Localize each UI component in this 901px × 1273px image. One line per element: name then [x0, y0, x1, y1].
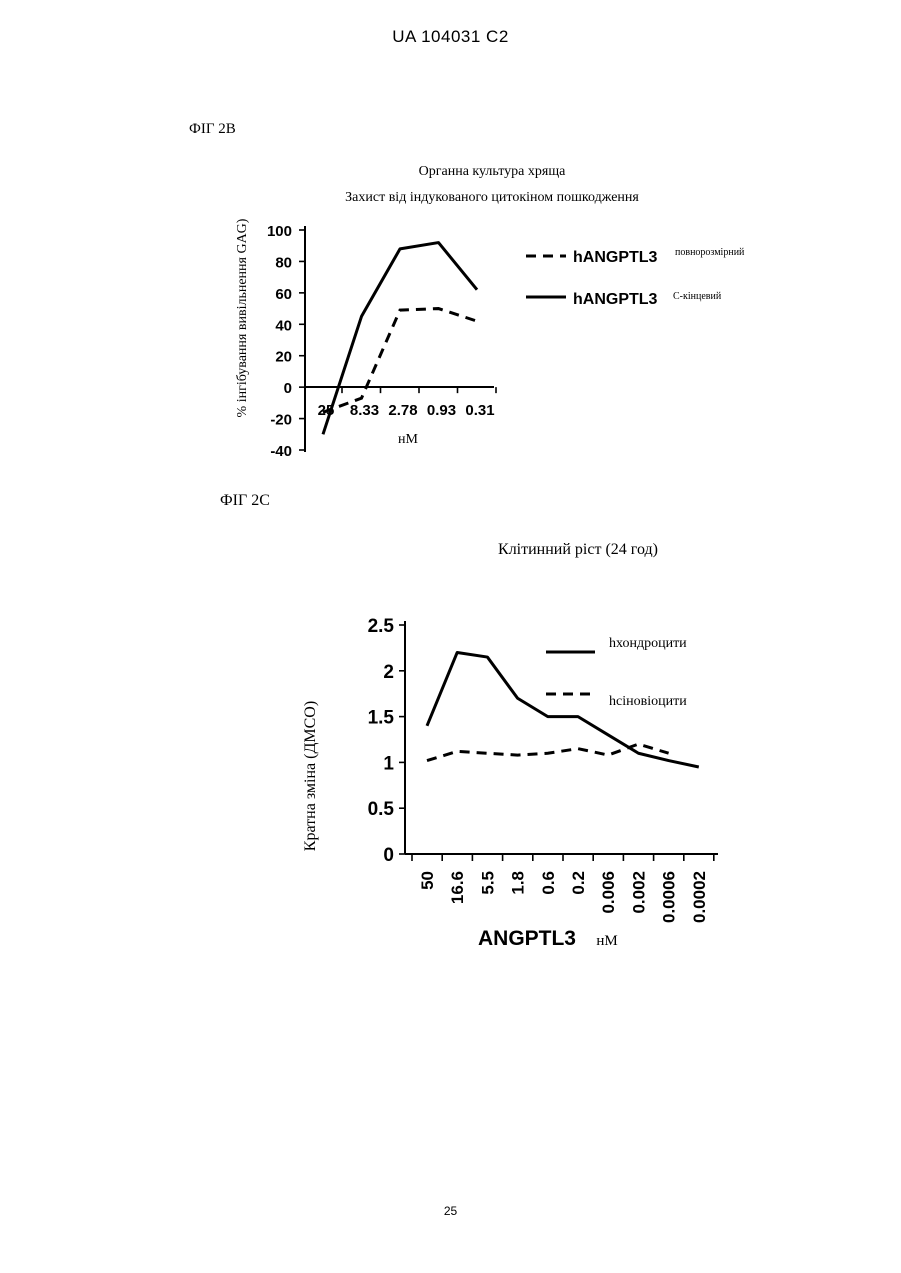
chart1-y-tick-label: -20 [270, 412, 292, 429]
page-number: 25 [0, 1204, 901, 1218]
chart2-x-tick-label: 16.6 [448, 871, 467, 904]
chart2-x-tick-label: 0.006 [599, 871, 618, 914]
legend-label-series2: hANGPTL3 [573, 291, 658, 308]
chart2-x-axis-unit: нМ [596, 933, 617, 949]
chart2-y-tick-label: 1 [383, 753, 394, 774]
chart2-y-tick-label: 2 [383, 662, 394, 683]
chart1-x-tick-label: 8.33 [350, 402, 379, 419]
chart2-y-tick-label: 1.5 [368, 708, 395, 729]
chart2-x-tick-label: 50 [418, 871, 437, 890]
chart1-y-axis-label: % інгібування вивільнення GAG) [235, 218, 250, 417]
legend-suffix-series2: С-кінцевий [673, 291, 722, 302]
chart1-x-axis-label: нМ [398, 432, 418, 447]
chart2-x-tick-label: 5.5 [478, 871, 497, 895]
chart2-y-ticks: 0 0.5 1 1.5 2 2.5 [368, 616, 405, 866]
chart2-x-tick-label: 0.0006 [660, 871, 679, 923]
chart1-y-tick-label: 40 [275, 317, 292, 334]
chart2-title: Клітинний ріст (24 год) [498, 541, 658, 558]
legend-suffix-series1: повнорозмірний [675, 247, 745, 258]
chart1-y-tick-label: -40 [270, 443, 292, 460]
chart1-y-tick-label: 60 [275, 286, 292, 303]
chart2-x-tick-label: 0.002 [629, 871, 648, 914]
chart2-x-ticks: 50 16.6 5.5 1.8 0.6 0.2 0.006 0.002 0.0006 0.0002 [412, 854, 714, 923]
chart1-y-tick-label: 80 [275, 254, 292, 271]
chart-cartilage-culture: Органна культура хряща Захист від індуко… [0, 0, 901, 480]
chart1-x-tick-label: 0.93 [427, 402, 456, 419]
legend-label-chondrocytes: hхондроцити [609, 636, 687, 651]
chart2-y-tick-label: 2.5 [368, 616, 395, 637]
chart1-y-tick-label: 0 [284, 380, 292, 397]
legend-label-synoviocytes: hсіновіоцити [609, 694, 687, 709]
chart1-y-ticks: -40 -20 0 20 40 60 80 100 [267, 223, 305, 460]
chart1-title: Органна культура хряща [419, 164, 566, 179]
chart-cell-growth: Клітинний ріст (24 год) Кратна зміна (ДМ… [0, 480, 901, 980]
chart1-y-tick-label: 100 [267, 223, 292, 240]
chart2-series-line-2 [427, 744, 669, 760]
chart1-subtitle: Захист від індукованого цитокіном пошкод… [345, 190, 639, 205]
chart2-legend: hхондроцити hсіновіоцити [546, 636, 687, 709]
chart2-x-tick-label: 0.6 [539, 871, 558, 895]
chart2-x-tick-label: 0.0002 [690, 871, 709, 923]
chart2-y-tick-label: 0 [383, 845, 394, 866]
chart2-x-tick-label: 0.2 [569, 871, 588, 895]
chart2-y-tick-label: 0.5 [368, 799, 395, 820]
legend-label-series1: hANGPTL3 [573, 249, 658, 266]
chart2-x-axis-label: ANGPTL3 [478, 927, 576, 950]
chart2-y-axis-label: Кратна зміна (ДМСО) [302, 701, 319, 851]
chart1-legend: hANGPTL3 повнорозмірний hANGPTL3 С-кінце… [526, 247, 745, 308]
chart1-x-tick-label: 2.78 [388, 402, 417, 419]
chart1-y-tick-label: 20 [275, 349, 292, 366]
chart2-x-tick-label: 1.8 [509, 871, 528, 895]
chart1-x-tick-label: 0.31 [465, 402, 494, 419]
chart2-series [427, 652, 699, 767]
